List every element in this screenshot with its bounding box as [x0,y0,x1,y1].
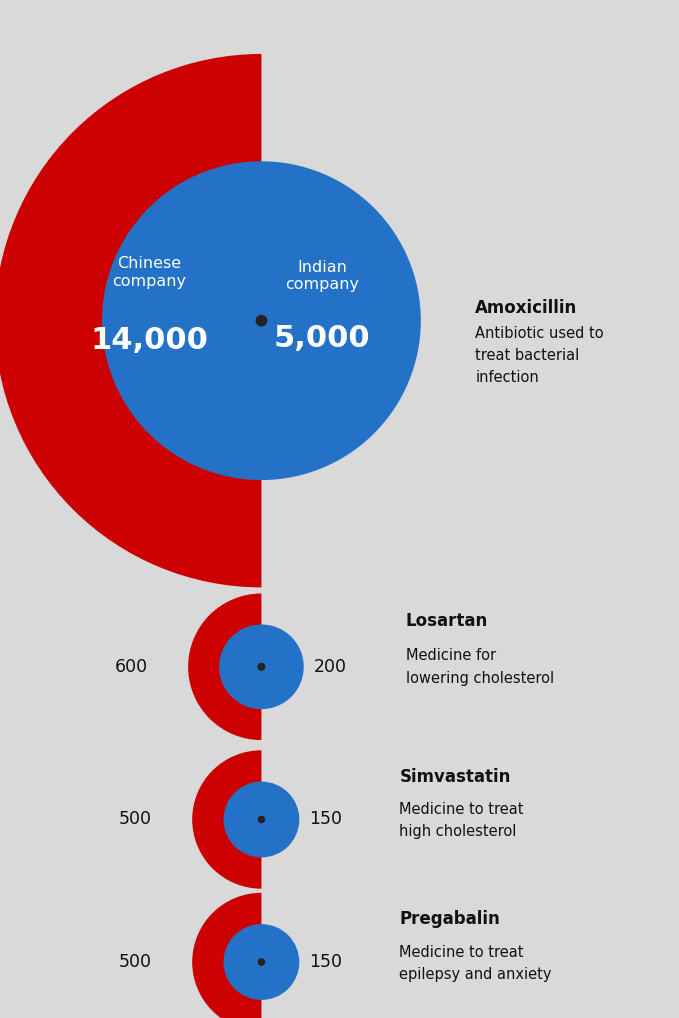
Text: 600: 600 [114,658,147,676]
Wedge shape [192,750,261,889]
Text: 150: 150 [310,953,342,971]
Circle shape [223,924,299,1000]
Wedge shape [192,893,261,1018]
Text: 5,000: 5,000 [274,324,370,353]
Text: 14,000: 14,000 [90,326,208,355]
Text: Chinese
company: Chinese company [113,257,187,289]
Text: Indian
company: Indian company [285,260,359,292]
Circle shape [219,624,304,710]
Text: Pregabalin: Pregabalin [399,910,500,928]
Circle shape [257,958,265,966]
Text: 500: 500 [118,953,151,971]
Text: Simvastatin: Simvastatin [399,768,511,786]
Text: Amoxicillin: Amoxicillin [475,299,577,318]
Text: Medicine to treat
high cholesterol: Medicine to treat high cholesterol [399,802,524,840]
Text: Losartan: Losartan [406,612,488,630]
Wedge shape [188,593,261,740]
Wedge shape [0,54,261,587]
Circle shape [257,663,265,671]
Circle shape [223,782,299,857]
Text: 500: 500 [118,810,151,829]
Text: Medicine to treat
epilepsy and anxiety: Medicine to treat epilepsy and anxiety [399,945,552,982]
Text: Antibiotic used to
treat bacterial
infection: Antibiotic used to treat bacterial infec… [475,326,604,386]
Circle shape [257,815,265,824]
Circle shape [102,161,421,480]
Circle shape [255,315,268,327]
Text: Medicine for
lowering cholesterol: Medicine for lowering cholesterol [406,648,554,686]
Text: 200: 200 [314,658,347,676]
Text: 150: 150 [310,810,342,829]
